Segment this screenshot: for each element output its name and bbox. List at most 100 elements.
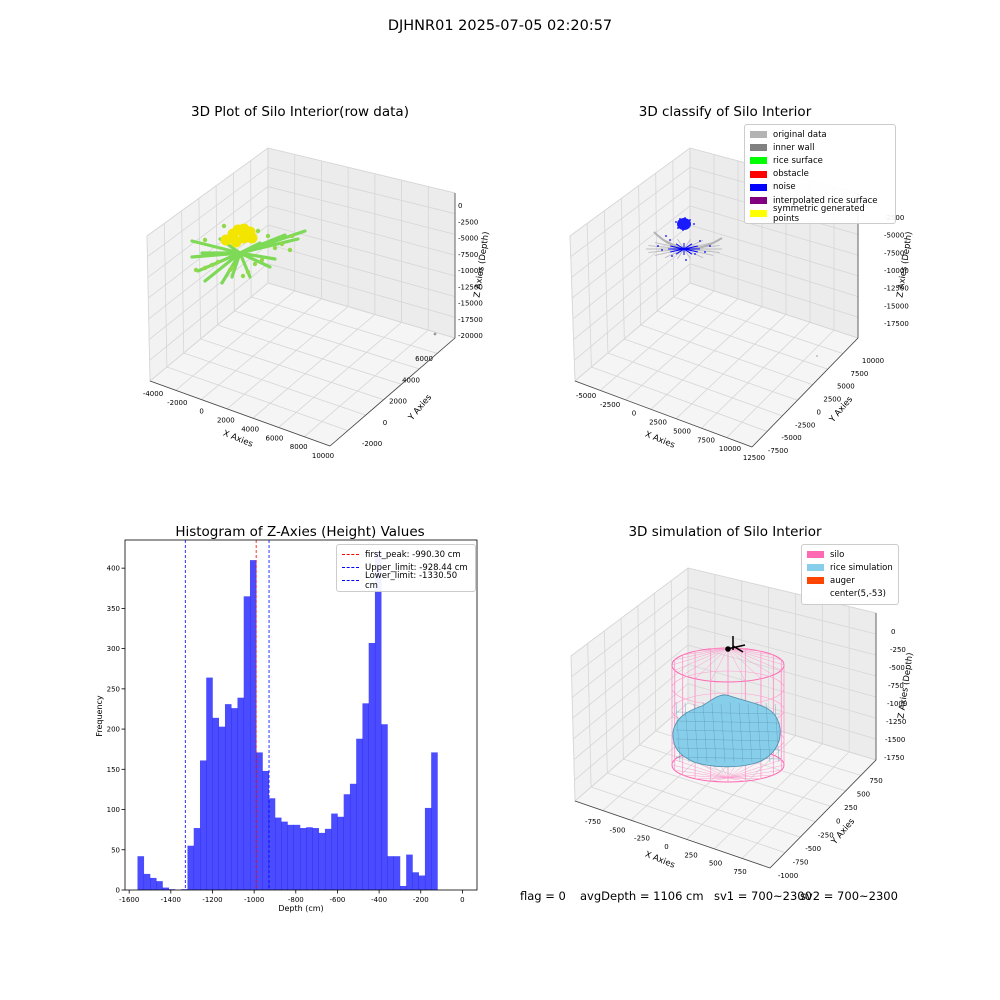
- p1-rice-point: [221, 223, 227, 229]
- histogram-bar: [156, 881, 163, 890]
- histogram-bar: [262, 770, 270, 890]
- p2-noise-point: [704, 251, 706, 253]
- p2-legend-item: interpolated rice surface: [750, 194, 890, 207]
- p4-silo-roof-line: [727, 647, 762, 679]
- p4-rice-mesh-line: [765, 702, 771, 763]
- histogram-bar: [387, 856, 394, 890]
- p2-original-ray: [677, 248, 685, 260]
- panel2-legend: original data inner wall rice surface obsta…: [744, 124, 896, 225]
- p4-rice-mesh-line: [738, 702, 744, 763]
- p1-grid-z: [146, 147, 456, 237]
- histogram-bar: [424, 807, 432, 891]
- flag-text: flag = 0: [520, 889, 566, 903]
- p2-noise-point: [685, 259, 687, 261]
- legend-swatch: [750, 183, 767, 191]
- legend-label: Lower_limit: -1330.50 cm: [365, 570, 458, 591]
- p2-x-tick-label: -2500: [600, 401, 620, 409]
- histogram-y-label: Frequency: [95, 695, 104, 737]
- histogram-bar: [193, 828, 201, 890]
- p2-noise-point: [675, 221, 677, 223]
- panel4-legend: silo rice simulation auger center(5,-53): [801, 544, 899, 605]
- p4-rice-mesh-line: [675, 720, 781, 724]
- histogram-bar: [299, 828, 307, 890]
- histogram-x-tick-label: -200: [413, 896, 429, 904]
- p1-rice-ray: [230, 251, 242, 279]
- p4-silo-roof-line: [674, 647, 729, 660]
- p2-legend-item: original data: [750, 128, 890, 141]
- histogram-x-tick-label: -800: [288, 896, 304, 904]
- p4-rice-mesh-line: [675, 729, 781, 733]
- p1-grid-y: [267, 148, 456, 339]
- legend-swatch: [750, 157, 767, 165]
- p2-noise-point: [693, 223, 695, 225]
- p2-grid-y: [603, 210, 783, 417]
- p2-x-axis-line: [574, 380, 753, 448]
- p1-z-tick-label: -10000: [458, 267, 483, 275]
- p1-y-tick-label: 2000: [389, 398, 407, 406]
- p1-rice-point: [279, 241, 285, 247]
- p4-silo-floor-line: [710, 777, 729, 782]
- p4-silo-floor-line: [727, 759, 782, 779]
- histogram-x-tick-label: -400: [371, 896, 387, 904]
- p4-grid-y: [637, 605, 831, 807]
- histogram-legend-item: Lower_limit: -1330.50 cm: [342, 571, 470, 591]
- histogram-bar: [318, 832, 326, 891]
- p2-noise-cluster: [677, 218, 691, 230]
- p1-grid-y: [181, 210, 366, 416]
- histogram-bar: [143, 873, 151, 890]
- p4-y-tick-label: 750: [869, 777, 882, 785]
- p1-rice-point: [215, 259, 221, 265]
- p1-grid-y: [233, 173, 420, 370]
- legend-label: center(5,-53): [830, 589, 886, 600]
- p4-rice-mesh-line: [702, 701, 708, 763]
- p4-x-axis-line: [574, 800, 771, 869]
- p1-symmetric-point: [238, 232, 250, 244]
- p4-legend-item: silo: [807, 548, 893, 561]
- p1-rice-point: [255, 228, 261, 234]
- p4-rice-mesh-line: [675, 756, 781, 760]
- histogram-bar: [249, 560, 257, 891]
- p2-grid-y: [621, 198, 798, 401]
- p1-rice-ray: [203, 251, 242, 283]
- histogram-bar: [212, 717, 220, 890]
- p4-rice-mesh-line: [675, 738, 781, 742]
- p2-noise-ray: [683, 243, 693, 250]
- p4-z-tick-label: -250: [890, 646, 906, 654]
- p1-rice-point: [202, 265, 208, 271]
- histogram-bar: [287, 824, 295, 890]
- histogram-bar: [218, 726, 226, 890]
- p1-rice-point: [240, 273, 246, 279]
- p4-x-tick-label: 0: [664, 843, 668, 851]
- p4-rice-mesh-line: [747, 703, 753, 763]
- p2-grid-y: [672, 160, 844, 354]
- p1-z-tick-label: -17500: [458, 316, 483, 324]
- p4-grid-y: [604, 630, 801, 838]
- p4-x-tick-label: -250: [634, 835, 650, 843]
- histogram-bar: [393, 856, 401, 890]
- p4-z-tick-label: -1500: [885, 736, 905, 744]
- histogram-plot-area: -1600 -1400 -1200 -1000 -800 -600 -400 -200 0 0 50…: [107, 539, 478, 904]
- legend-label: noise: [773, 182, 796, 193]
- histogram-x-tick-label: -1200: [202, 896, 222, 904]
- p1-rice-point: [289, 233, 295, 239]
- histogram-bar: [374, 552, 382, 890]
- histogram-frame: [124, 539, 478, 891]
- p1-rice-point: [229, 265, 235, 271]
- histogram-y-tick-label: 400: [107, 565, 120, 573]
- panel1-title: 3D Plot of Silo Interior(row data): [191, 104, 409, 120]
- histogram-bar: [274, 817, 282, 890]
- legend-label: silo: [830, 549, 845, 560]
- p4-legend-item: center(5,-53): [807, 588, 893, 601]
- histogram-bar: [293, 824, 301, 890]
- p4-silo-floor-line: [674, 759, 729, 779]
- histogram-x-tick-label: -600: [330, 896, 346, 904]
- p2-noise-ray: [675, 243, 685, 250]
- histogram-bar: [412, 872, 419, 890]
- histogram-bar: [231, 708, 238, 891]
- histogram-bar: [168, 889, 176, 890]
- p2-x-tick-label: 2500: [649, 419, 667, 427]
- p4-legend-item: rice simulation: [807, 561, 893, 574]
- p4-z-tick-label: -1000: [887, 700, 907, 708]
- histogram-bar: [306, 827, 313, 891]
